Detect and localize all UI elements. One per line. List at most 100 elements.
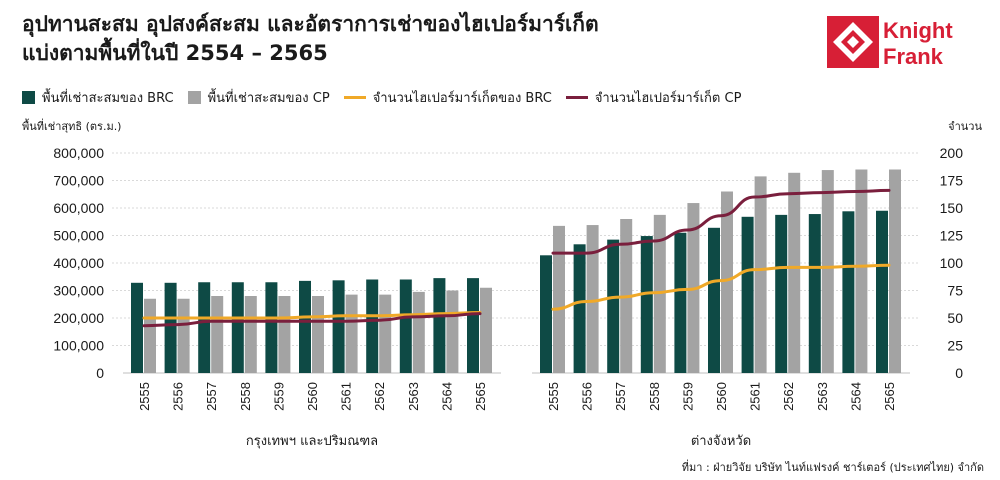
bar-brc-area xyxy=(164,282,177,373)
x-tick-label: 2555 xyxy=(137,382,152,411)
group-label: ต่างจังหวัด xyxy=(691,434,751,449)
legend-swatch-brc-area xyxy=(22,91,35,104)
bar-brc-area xyxy=(674,232,687,373)
line-cp-count xyxy=(551,188,891,255)
legend-item-cp-count: จำนวนไฮเปอร์มาร์เก็ต CP xyxy=(565,87,742,108)
legend-swatch-cp-count xyxy=(565,96,588,99)
bar-brc-area xyxy=(708,227,720,373)
bar-brc-area xyxy=(433,278,446,373)
legend-label-brc-area: พื้นที่เช่าสะสมของ BRC xyxy=(42,91,174,106)
bar-brc-area xyxy=(741,216,754,373)
legend-label-cp-count: จำนวนไฮเปอร์มาร์เก็ต CP xyxy=(594,91,742,106)
x-tick-label: 2565 xyxy=(473,382,488,411)
bar-brc-area xyxy=(573,244,586,373)
x-tick-label: 2559 xyxy=(680,382,695,411)
y-right-tick-label: 200 xyxy=(940,145,964,161)
knight-frank-logo: Knight Frank xyxy=(827,16,953,69)
bar-brc-area xyxy=(332,280,345,373)
x-tick-label: 2564 xyxy=(439,382,454,411)
bar-cp-area xyxy=(345,294,358,373)
bar-cp-area xyxy=(412,291,425,373)
x-tick-label: 2565 xyxy=(882,382,897,411)
x-tick-label: 2556 xyxy=(171,382,186,411)
x-tick-label: 2562 xyxy=(372,382,387,411)
y-left-tick-label: 300,000 xyxy=(53,283,104,299)
source-note: ที่มา : ฝ่ายวิจัย บริษัท ไนท์แฟรงค์ ชาร์… xyxy=(681,461,984,474)
bar-brc-area xyxy=(131,282,143,373)
bar-cp-area xyxy=(177,298,190,373)
x-tick-label: 2560 xyxy=(305,382,320,411)
bar-cp-area xyxy=(889,169,901,373)
bar-cp-area xyxy=(446,290,459,373)
x-tick-label: 2559 xyxy=(271,382,286,411)
x-tick-label: 2560 xyxy=(714,382,729,411)
y-axis-right-label: จำนวน xyxy=(948,120,982,133)
logo-text-line1: Knight xyxy=(883,18,953,43)
bar-brc-area xyxy=(231,282,244,373)
x-tick-label: 2561 xyxy=(339,382,354,411)
x-tick-label: 2557 xyxy=(613,382,628,411)
y-right-tick-label: 75 xyxy=(947,283,963,299)
y-axis-left-label: พื้นที่เช่าสุทธิ (ตร.ม.) xyxy=(22,120,122,133)
bar-brc-area xyxy=(876,210,888,373)
bar-cp-area xyxy=(788,172,801,373)
y-left-tick-label: 100,000 xyxy=(53,338,104,354)
y-right-tick-label: 25 xyxy=(947,338,963,354)
bar-brc-area xyxy=(775,214,788,373)
x-tick-label: 2564 xyxy=(848,382,863,411)
legend-label-cp-area: พื้นที่เช่าสะสมของ CP xyxy=(207,91,330,106)
x-tick-label: 2561 xyxy=(748,382,763,411)
y-right-tick-label: 0 xyxy=(955,365,963,381)
bar-cp-area xyxy=(855,169,868,373)
y-left-tick-label: 700,000 xyxy=(53,173,104,189)
x-tick-label: 2562 xyxy=(781,382,796,411)
bar-brc-area xyxy=(265,282,278,373)
logo-mark xyxy=(827,16,879,68)
chart-title: อุปทานสะสม อุปสงค์สะสม และอัตราการเช่าขอ… xyxy=(22,10,599,68)
y-right-tick-label: 50 xyxy=(947,310,963,326)
x-tick-label: 2558 xyxy=(647,382,662,411)
x-tick-label: 2556 xyxy=(580,382,595,411)
bar-brc-area xyxy=(299,280,311,373)
bar-cp-area xyxy=(379,294,392,373)
legend-item-brc-area: พื้นที่เช่าสะสมของ BRC xyxy=(22,87,174,108)
legend-item-brc-count: จำนวนไฮเปอร์มาร์เก็ตของ BRC xyxy=(343,87,552,108)
x-tick-label: 2555 xyxy=(546,382,561,411)
bar-cp-area xyxy=(721,191,733,373)
x-tick-label: 2557 xyxy=(204,382,219,411)
line-brc-count xyxy=(551,263,891,311)
bar-brc-area xyxy=(808,214,821,373)
y-right-tick-label: 150 xyxy=(940,200,964,216)
y-right-tick-label: 100 xyxy=(940,255,964,271)
legend-item-cp-area: พื้นที่เช่าสะสมของ CP xyxy=(187,87,330,108)
bar-cp-area xyxy=(553,225,565,373)
legend-swatch-cp-area xyxy=(187,91,201,104)
bar-cp-area xyxy=(211,296,224,373)
bar-cp-area xyxy=(754,176,767,373)
line-cp-count xyxy=(142,312,482,328)
y-right-tick-label: 125 xyxy=(940,228,964,244)
bar-cp-area xyxy=(312,296,324,373)
group-label: กรุงเทพฯ และปริมณฑล xyxy=(246,434,378,449)
legend-label-brc-count: จำนวนไฮเปอร์มาร์เก็ตของ BRC xyxy=(372,91,552,106)
bar-cp-area xyxy=(278,296,291,373)
legend-swatch-brc-count xyxy=(343,96,366,99)
bar-cp-area xyxy=(821,170,834,373)
x-tick-label: 2563 xyxy=(815,382,830,411)
bar-cp-area xyxy=(144,298,156,373)
bar-cp-area xyxy=(480,287,492,373)
bar-brc-area xyxy=(842,211,855,373)
bar-brc-area xyxy=(540,255,552,373)
y-left-tick-label: 500,000 xyxy=(53,228,104,244)
chart-legend: พื้นที่เช่าสะสมของ BRC พื้นที่เช่าสะสมขอ… xyxy=(22,87,755,108)
chart-title-line2: แบ่งตามพื้นที่ในปี 2554 – 2565 xyxy=(22,41,328,65)
y-left-tick-label: 600,000 xyxy=(53,200,104,216)
bar-cp-area xyxy=(586,225,599,373)
logo-text-line2: Frank xyxy=(883,44,944,69)
y-left-tick-label: 0 xyxy=(96,365,104,381)
bar-brc-area xyxy=(607,239,620,373)
bar-brc-area xyxy=(198,282,211,373)
bar-brc-area xyxy=(399,279,412,373)
bar-cp-area xyxy=(244,296,257,373)
